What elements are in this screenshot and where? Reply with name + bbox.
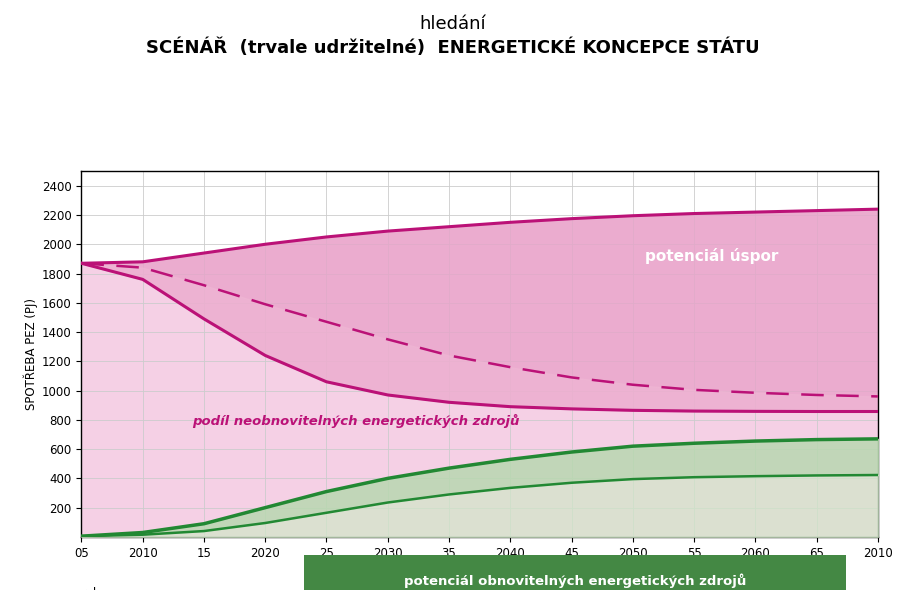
Text: hledání: hledání: [419, 15, 486, 33]
FancyBboxPatch shape: [304, 555, 846, 590]
Text: roky: roky: [81, 586, 107, 590]
Text: SCÉNÁŘ  (trvale udržitelné)  ENERGETICKÉ KONCEPCE STÁTU: SCÉNÁŘ (trvale udržitelné) ENERGETICKÉ K…: [146, 38, 759, 57]
Text: potenciál obnovitelných energetických zdrojů: potenciál obnovitelných energetických zd…: [404, 573, 747, 588]
Text: podíl neobnovitelných energetických zdrojů: podíl neobnovitelných energetických zdro…: [192, 414, 519, 428]
Y-axis label: SPOTŘEBA PEZ (PJ): SPOTŘEBA PEZ (PJ): [24, 298, 38, 410]
Text: potenciál úspor: potenciál úspor: [645, 248, 778, 264]
